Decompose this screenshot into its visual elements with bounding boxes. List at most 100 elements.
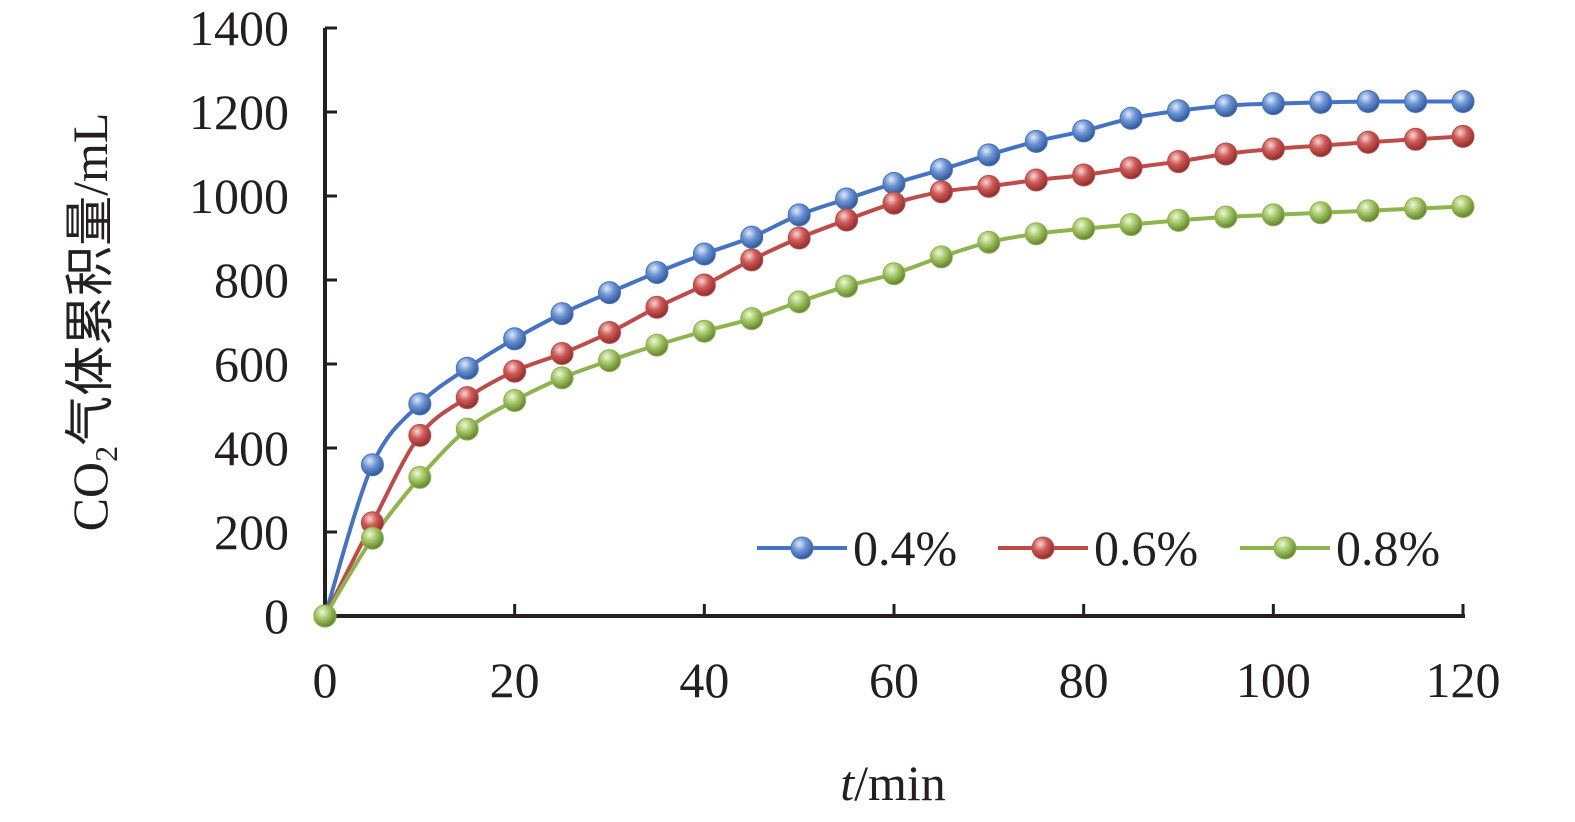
data-point: [1072, 217, 1096, 241]
y-tick-label: 800: [214, 252, 289, 308]
data-point: [692, 273, 716, 297]
y-tick-label: 1200: [189, 84, 289, 140]
y-axis-ticks: 0 200 400 600 800 1000 1200 1400: [189, 0, 337, 644]
data-point: [1309, 90, 1333, 114]
data-point: [787, 203, 811, 227]
y-axis-title-rest: 气体累积量/mL: [62, 113, 118, 446]
y-tick-label: 600: [214, 336, 289, 392]
data-point: [1119, 213, 1143, 237]
data-point: [977, 174, 1001, 198]
data-point: [408, 423, 432, 447]
x-axis-title-unit: /min: [854, 755, 946, 811]
data-point: [1167, 208, 1190, 232]
data-point: [929, 245, 953, 269]
data-point: [550, 366, 574, 390]
data-point: [1167, 150, 1190, 174]
data-point: [835, 274, 859, 298]
y-tick-label: 1000: [189, 168, 289, 224]
data-point: [740, 307, 764, 331]
data-point: [1024, 129, 1048, 153]
data-point: [692, 242, 716, 266]
data-point: [598, 349, 621, 373]
data-point: [1309, 134, 1333, 158]
x-axis-title-italic: t: [840, 755, 855, 811]
data-point: [455, 356, 479, 380]
data-point: [455, 417, 479, 441]
x-axis-ticks: 0 20 40 60 80 100 120: [313, 604, 1501, 708]
x-tick-label: 80: [1059, 652, 1109, 708]
x-axis-title: t/min: [840, 755, 946, 811]
data-point: [645, 260, 669, 284]
legend-label-3: 0.8%: [1336, 520, 1440, 576]
y-tick-label: 1400: [189, 0, 289, 56]
data-point: [1024, 222, 1048, 246]
data-point: [408, 392, 432, 416]
data-point: [1404, 127, 1428, 151]
data-point: [1167, 99, 1190, 123]
data-point: [1214, 142, 1238, 166]
data-point: [1214, 205, 1238, 229]
data-point: [1024, 168, 1048, 192]
legend-marker-1: [790, 536, 814, 560]
x-tick-label: 0: [313, 652, 338, 708]
plot-area: 0 200 400 600 800 1000 1200 1400 0 20 40 60 80 100 12…: [189, 0, 1501, 708]
data-point: [1356, 130, 1380, 154]
data-point: [550, 342, 574, 365]
x-tick-label: 60: [869, 652, 919, 708]
data-point: [360, 526, 384, 550]
data-point: [882, 191, 906, 215]
data-point: [598, 281, 621, 305]
data-point: [598, 321, 621, 344]
data-point: [740, 248, 764, 272]
x-tick-label: 120: [1426, 652, 1501, 708]
data-point: [977, 143, 1001, 167]
data-point: [787, 226, 811, 250]
legend: 0.4% 0.6% 0.8%: [757, 520, 1440, 576]
data-point: [1404, 197, 1428, 221]
data-point: [740, 225, 764, 249]
y-axis-title-co: CO: [62, 462, 118, 531]
data-point: [1261, 203, 1285, 227]
data-point: [787, 290, 811, 314]
data-point: [882, 262, 906, 286]
data-point: [835, 187, 859, 211]
data-point: [692, 319, 716, 343]
data-point: [1451, 90, 1475, 113]
data-point: [455, 386, 479, 410]
x-tick-label: 20: [490, 652, 540, 708]
y-tick-label: 200: [214, 504, 289, 560]
data-point: [1214, 94, 1238, 118]
data-point: [1356, 199, 1380, 223]
data-point: [1119, 106, 1143, 130]
data-point: [1309, 201, 1333, 225]
data-point: [929, 158, 953, 182]
data-point: [1261, 137, 1285, 161]
data-point: [313, 604, 337, 628]
legend-label-1: 0.4%: [853, 520, 957, 576]
data-point: [1451, 195, 1475, 218]
data-point: [1119, 156, 1143, 180]
data-point: [1404, 90, 1428, 113]
data-point: [360, 453, 384, 477]
data-point: [503, 327, 527, 351]
legend-marker-3: [1273, 536, 1297, 560]
y-axis-title-subscript: 2: [88, 446, 124, 462]
data-point: [1261, 92, 1285, 116]
data-point: [929, 180, 953, 204]
data-point: [645, 295, 669, 319]
data-point: [503, 359, 527, 383]
data-point: [1072, 163, 1096, 187]
data-point: [503, 389, 527, 413]
y-tick-label: 400: [214, 420, 289, 476]
data-point: [1451, 124, 1475, 148]
data-point: [645, 333, 669, 357]
legend-label-2: 0.6%: [1094, 520, 1198, 576]
data-point: [977, 230, 1001, 254]
series-markers: [313, 90, 1475, 628]
data-point: [1356, 90, 1380, 113]
data-point: [882, 171, 906, 195]
y-tick-label: 0: [264, 588, 289, 644]
data-point: [550, 302, 574, 326]
legend-marker-2: [1031, 536, 1055, 560]
